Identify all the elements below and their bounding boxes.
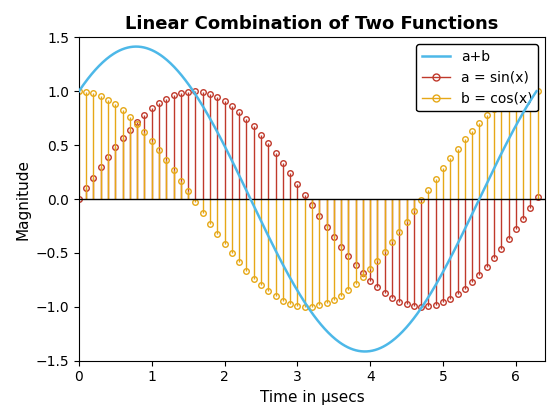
Title: Linear Combination of Two Functions: Linear Combination of Two Functions bbox=[125, 15, 498, 33]
Legend: a+b, a = sin(x), b = cos(x): a+b, a = sin(x), b = cos(x) bbox=[417, 44, 538, 111]
Y-axis label: Magnitude: Magnitude bbox=[15, 158, 30, 239]
X-axis label: Time in μsecs: Time in μsecs bbox=[260, 390, 365, 405]
